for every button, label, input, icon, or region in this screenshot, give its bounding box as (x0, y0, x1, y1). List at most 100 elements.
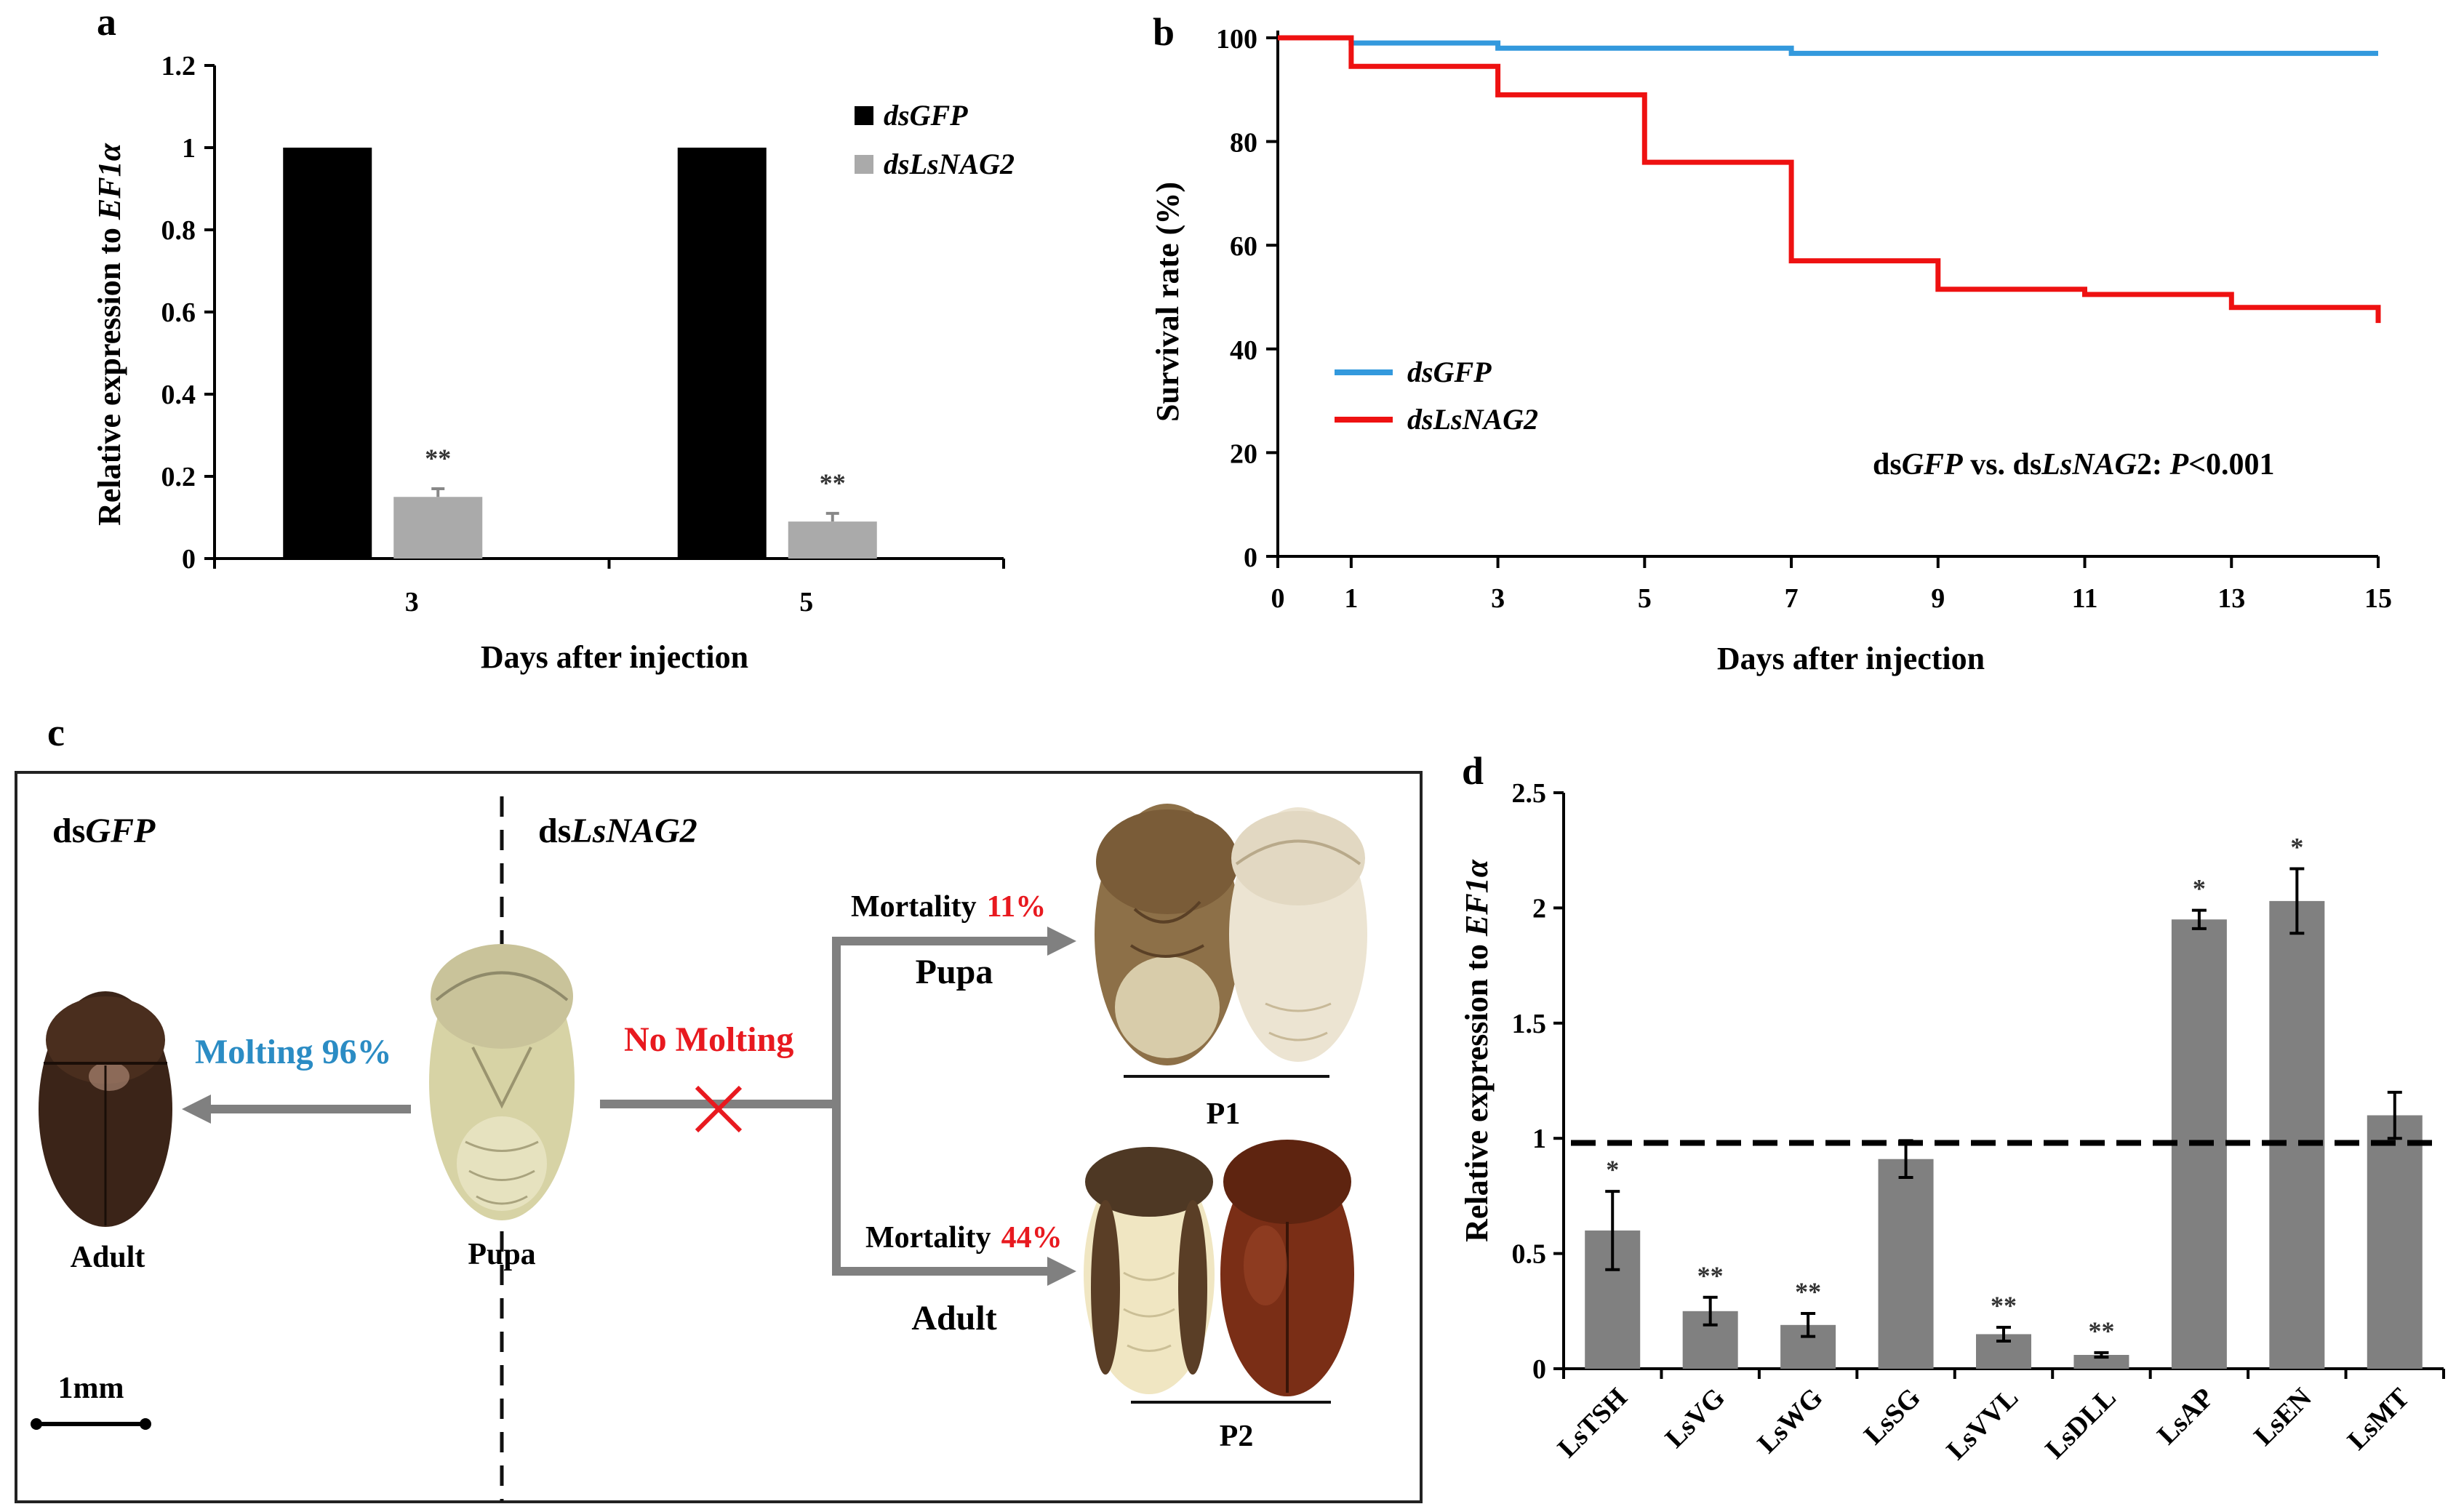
group-left-prefix: ds (52, 812, 85, 850)
group-label-dslsnag2: dsLsNAG2 (538, 812, 697, 850)
panel-b-xtick-label: 15 (2364, 583, 2392, 614)
panel-b-label: b (1153, 10, 1175, 54)
panel-d-xtick-label: LsAP (2151, 1383, 2220, 1451)
panel-d: d 0 0.5 1 1.5 2 2.5 LsTSH LsVG LsWG LsSG LsVVL LsDL… (1459, 749, 2445, 1465)
no-molting-label: No Molting (624, 1020, 793, 1059)
group-left-gene: GFP (85, 812, 156, 850)
panel-d-ytick-label: 1.5 (1512, 1009, 1547, 1039)
ann-gfp: GFP (1902, 448, 1963, 481)
panel-d-ytick-label: 1 (1532, 1124, 1546, 1154)
panel-d-significance: * (1606, 1155, 1619, 1184)
panel-b-xtick-label: 1 (1344, 583, 1358, 614)
panel-a-significance: ** (425, 444, 451, 473)
panel-d-label: d (1462, 749, 1484, 793)
panel-a-bar-dsLsNAG2-5 (788, 521, 877, 559)
panel-a-ytick-label: 0.8 (161, 215, 196, 246)
legend-swatch-dsgfp (855, 106, 873, 125)
panel-c-label: c (47, 711, 65, 754)
mortality-pupa-value: 11% (987, 890, 1047, 924)
panel-d-xtick-label: LsEN (2248, 1383, 2317, 1452)
p2-label: P2 (1220, 1420, 1254, 1453)
panel-a-bars: ** ** (283, 148, 877, 559)
panel-a-xlabel: Days after injection (481, 639, 748, 675)
scale-bar-end-right (140, 1418, 151, 1430)
legend-label-dslsnag2-b: dsLsNAG2 (1407, 403, 1538, 436)
panel-b-ytick-label: 20 (1230, 439, 1257, 469)
panel-b-xlabel: Days after injection (1717, 641, 1985, 676)
panel-a-ytick-label: 1 (182, 133, 196, 164)
panel-d-bar-LsMT (2367, 1115, 2423, 1369)
panel-d-ylabel-prefix: Relative expression to (1459, 936, 1495, 1242)
pupa-label: Pupa (468, 1238, 535, 1271)
panel-d-significance: ** (1697, 1261, 1724, 1290)
panel-a-xtick-label: 3 (405, 587, 419, 617)
molting-arrow-head (182, 1095, 211, 1124)
ann-ds1: ds (1873, 448, 1902, 481)
adult-beetle-photo (39, 991, 172, 1227)
panel-d-xtick-label: LsDLL (2039, 1383, 2121, 1465)
panel-d-significance: * (2193, 874, 2206, 903)
panel-d-bar-LsDLL (2073, 1354, 2129, 1369)
mortality-adult-stage: Adult (911, 1299, 996, 1337)
panel-b-xtick-label: 7 (1785, 583, 1799, 614)
adult-label: Adult (71, 1241, 145, 1274)
mortality-adult-text: Mortality (865, 1221, 991, 1255)
group-right-gene: LsNAG2 (570, 812, 697, 850)
p2-adult-photos (1084, 1140, 1354, 1396)
panel-d-ylabel: Relative expression to EF1α (1459, 859, 1495, 1241)
panel-d-significance: * (2290, 833, 2303, 862)
mortality-adult: Mortality 44% (865, 1221, 1063, 1255)
panel-a-bar-dsGFP-5 (677, 148, 767, 559)
panel-b-ylabel: Survival rate (%) (1150, 182, 1185, 422)
pupa-photo (429, 944, 575, 1220)
panel-a-ylabel: Relative expression to EF1α (92, 143, 127, 525)
panel-a-ylabel-gene: EF1α (92, 143, 127, 220)
panel-a-ytick-label: 0.6 (161, 297, 196, 328)
panel-d-significance: ** (2088, 1316, 2114, 1345)
panel-d-ytick-label: 0 (1532, 1354, 1546, 1385)
mortality-adult-value: 44% (1001, 1221, 1063, 1255)
legend-label-dsgfp-b: dsGFP (1407, 356, 1492, 388)
p1-pupa-photos (1095, 804, 1367, 1065)
mortality-pupa-text: Mortality (851, 890, 977, 924)
panel-b-xtick-label: 0 (1271, 583, 1285, 614)
panel-d-ylabel-gene: EF1α (1459, 859, 1495, 937)
panel-b-xtick-label: 9 (1931, 583, 1945, 614)
pvalue-annotation: dsGFP vs. dsLsNAG2: P<0.001 (1873, 448, 2275, 481)
panel-d-xtick-label: LsWG (1752, 1383, 1829, 1460)
panel-a-ytick-label: 0.2 (161, 462, 196, 492)
panel-b-line-dsLsNAG2 (1278, 35, 2381, 324)
panel-b-ytick-label: 100 (1216, 24, 1257, 55)
ann-pval: <0.001 (2188, 448, 2274, 481)
branch-adult-arrowhead (1047, 1257, 1076, 1286)
ann-p: P (2169, 448, 2188, 481)
panel-d-bar-LsEN (2269, 900, 2325, 1369)
panel-a: a 0 0.2 0.4 0.6 0.8 1 1.2 3 5 ** ** dsGFP dsLsNAG… (92, 0, 1015, 675)
panel-a-bar-dsLsNAG2-3 (393, 497, 483, 559)
panel-d-significance: ** (1795, 1277, 1821, 1306)
panel-a-significance: ** (820, 468, 846, 497)
panel-a-ytick-label: 0.4 (161, 380, 196, 410)
panel-d-ytick-label: 0.5 (1512, 1239, 1547, 1270)
panel-b-line-dsGFP (1278, 35, 2378, 56)
panel-a-xtick-label: 5 (799, 587, 813, 617)
scale-bar-end-left (31, 1418, 42, 1430)
panel-a-bar-dsGFP-3 (283, 148, 372, 559)
legend-label-dsgfp: dsGFP (884, 99, 968, 132)
panel-d-bar-LsSG (1878, 1159, 1934, 1369)
panel-a-ytick-label: 0 (182, 544, 196, 575)
scale-bar-label: 1mm (58, 1372, 124, 1405)
panel-a-ylabel-prefix: Relative expression to (92, 220, 127, 526)
cross-icon (695, 1085, 743, 1133)
panel-b-xtick-label: 11 (2072, 583, 2098, 614)
panel-d-xtick-label: LsSG (1858, 1383, 1927, 1451)
panel-c: c dsGFP dsLsNAG2 Adult Molting 96% Pupa (15, 711, 1423, 1503)
panel-b-lines (1278, 35, 2381, 324)
p1-label: P1 (1207, 1097, 1241, 1131)
panel-b-xtick-label: 5 (1638, 583, 1652, 614)
ann-2: 2 (2137, 448, 2152, 481)
panel-d-significance: ** (1991, 1291, 2017, 1320)
panel-b-ytick-label: 80 (1230, 128, 1257, 159)
